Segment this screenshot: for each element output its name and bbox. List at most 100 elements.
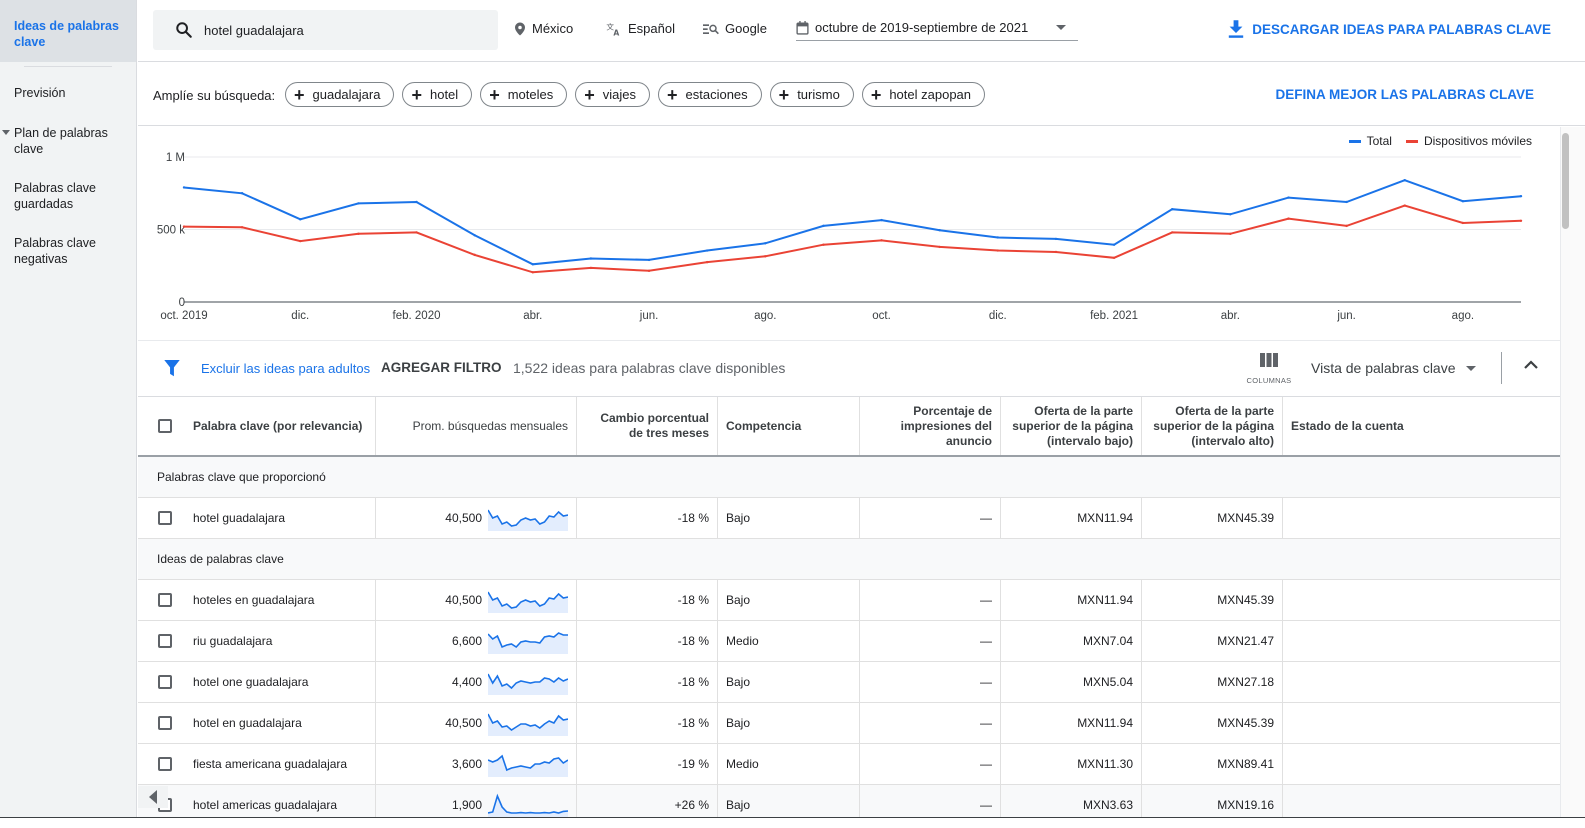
data-point[interactable] — [1054, 250, 1058, 254]
data-point[interactable] — [1054, 237, 1058, 241]
data-point[interactable] — [299, 218, 302, 221]
data-point[interactable] — [182, 225, 186, 228]
language-selector[interactable]: 文 A Español — [606, 21, 675, 36]
data-point[interactable] — [647, 258, 651, 262]
legend-item-total[interactable]: Total — [1348, 134, 1392, 148]
data-point[interactable] — [357, 202, 360, 205]
row-checkbox[interactable] — [158, 716, 172, 730]
data-point[interactable] — [1287, 196, 1290, 199]
sidebar-item-keyword-ideas[interactable]: Ideas de palabras clave — [0, 0, 136, 62]
data-point[interactable] — [182, 186, 186, 189]
location-selector[interactable]: México — [514, 21, 573, 36]
data-point[interactable] — [531, 263, 534, 266]
chevron-up-icon[interactable] — [1524, 360, 1538, 370]
data-point[interactable] — [938, 229, 941, 232]
select-all-checkbox[interactable] — [158, 419, 172, 433]
data-point[interactable] — [1461, 221, 1465, 225]
date-range-selector[interactable]: octubre de 2019-septiembre de 2021 — [796, 20, 1079, 41]
data-point[interactable] — [589, 266, 593, 270]
data-point[interactable] — [415, 200, 418, 204]
chip-hotel-zapopan[interactable]: + hotel zapopan — [861, 82, 986, 107]
network-selector[interactable]: Google — [703, 21, 767, 36]
data-point[interactable] — [1519, 219, 1523, 222]
data-point[interactable] — [415, 231, 418, 234]
chip-estaciones[interactable]: + estaciones — [658, 82, 762, 107]
header-impression-share[interactable]: Porcentaje de impresiones del anuncio — [860, 397, 1001, 455]
data-point[interactable] — [357, 232, 360, 236]
data-point[interactable] — [240, 192, 244, 195]
data-point[interactable] — [1229, 213, 1232, 216]
filter-icon[interactable] — [164, 360, 180, 377]
data-point[interactable] — [1345, 200, 1348, 204]
table-row[interactable]: hotel guadalajara 40,500 -18 % Bajo — MXN11.9… — [138, 498, 1560, 539]
data-point[interactable] — [705, 260, 709, 264]
data-point[interactable] — [822, 224, 825, 228]
header-three-month-change[interactable]: Cambio porcentual de tres meses — [577, 397, 718, 455]
data-point[interactable] — [531, 271, 534, 274]
search-input[interactable] — [204, 21, 484, 39]
chip-viajes[interactable]: + viajes — [575, 82, 650, 107]
data-point[interactable] — [996, 236, 1000, 239]
sidebar-item-saved-keywords[interactable]: Palabras clave guardadas — [0, 180, 136, 212]
sidebar-item-negative-keywords[interactable]: Palabras clave negativas — [0, 235, 136, 267]
data-point[interactable] — [1519, 194, 1523, 198]
data-point[interactable] — [240, 226, 244, 229]
data-point[interactable] — [764, 255, 767, 258]
data-point[interactable] — [1171, 208, 1174, 211]
data-point[interactable] — [1112, 256, 1116, 259]
table-row[interactable]: hotel one guadalajara 4,400 -18 % Bajo — MXN5… — [138, 662, 1560, 703]
data-point[interactable] — [473, 253, 476, 257]
data-point[interactable] — [1229, 232, 1232, 236]
data-point[interactable] — [764, 242, 767, 245]
header-keyword[interactable]: Palabra clave (por relevancia) — [138, 397, 376, 455]
refine-keywords-button[interactable]: DEFINA MEJOR LAS PALABRAS CLAVE — [1275, 87, 1534, 102]
legend-item-mobile[interactable]: Dispositivos móviles — [1405, 134, 1532, 148]
sidebar-item-forecast[interactable]: Previsión — [0, 85, 136, 101]
header-bid-high[interactable]: Oferta de la parte superior de la página… — [1142, 397, 1283, 455]
header-bid-low[interactable]: Oferta de la parte superior de la página… — [1001, 397, 1142, 455]
data-point[interactable] — [1345, 224, 1348, 228]
row-checkbox[interactable] — [158, 593, 172, 607]
data-point[interactable] — [299, 239, 302, 243]
data-point[interactable] — [938, 245, 941, 249]
chip-moteles[interactable]: + moteles — [480, 82, 568, 107]
search-box[interactable] — [153, 10, 498, 50]
header-avg-searches[interactable]: Prom. búsquedas mensuales — [376, 397, 577, 455]
data-point[interactable] — [996, 249, 1000, 252]
table-row[interactable]: hotel en guadalajara 40,500 -18 % Bajo — MXN1… — [138, 703, 1560, 744]
data-point[interactable] — [1112, 243, 1116, 246]
data-point[interactable] — [822, 243, 825, 246]
data-point[interactable] — [473, 234, 476, 237]
data-point[interactable] — [1403, 204, 1406, 207]
download-ideas-button[interactable]: DESCARGAR IDEAS PARA PALABRAS CLAVE — [1228, 20, 1551, 38]
scrollbar-thumb[interactable] — [1562, 133, 1569, 229]
add-filter-button[interactable]: AGREGAR FILTRO — [381, 360, 502, 375]
data-point[interactable] — [1171, 231, 1174, 234]
table-row[interactable]: fiesta americana guadalajara 3,600 -19 % Me… — [138, 744, 1560, 785]
exclude-adult-ideas-link[interactable]: Excluir las ideas para adultos — [201, 361, 371, 376]
chip-turismo[interactable]: + turismo — [769, 82, 854, 107]
columns-button[interactable]: COLUMNAS — [1246, 353, 1292, 385]
row-checkbox[interactable] — [158, 675, 172, 689]
data-point[interactable] — [1403, 179, 1406, 182]
data-point[interactable] — [589, 257, 593, 260]
vertical-scrollbar[interactable] — [1560, 127, 1585, 828]
scroll-left-icon[interactable] — [138, 786, 168, 808]
row-checkbox[interactable] — [158, 511, 172, 525]
keyword-view-selector[interactable]: Vista de palabras clave — [1311, 360, 1476, 376]
data-point[interactable] — [647, 269, 651, 273]
data-point[interactable] — [880, 218, 883, 222]
sidebar-item-keyword-plan[interactable]: Plan de palabras clave — [0, 125, 136, 157]
header-account-state[interactable]: Estado de la cuenta — [1283, 397, 1560, 455]
row-checkbox[interactable] — [158, 634, 172, 648]
data-point[interactable] — [1287, 217, 1290, 220]
data-point[interactable] — [705, 249, 709, 252]
chip-hotel[interactable]: + hotel — [402, 82, 473, 107]
row-checkbox[interactable] — [158, 757, 172, 771]
header-competition[interactable]: Competencia — [718, 397, 860, 455]
data-point[interactable] — [880, 239, 883, 242]
table-row[interactable]: hoteles en guadalajara 40,500 -18 % Bajo — MX… — [138, 580, 1560, 621]
table-row[interactable]: riu guadalajara 6,600 -18 % Medio — MXN7.04 MX… — [138, 621, 1560, 662]
data-point[interactable] — [1461, 200, 1465, 203]
chip-guadalajara[interactable]: + guadalajara — [285, 82, 395, 107]
